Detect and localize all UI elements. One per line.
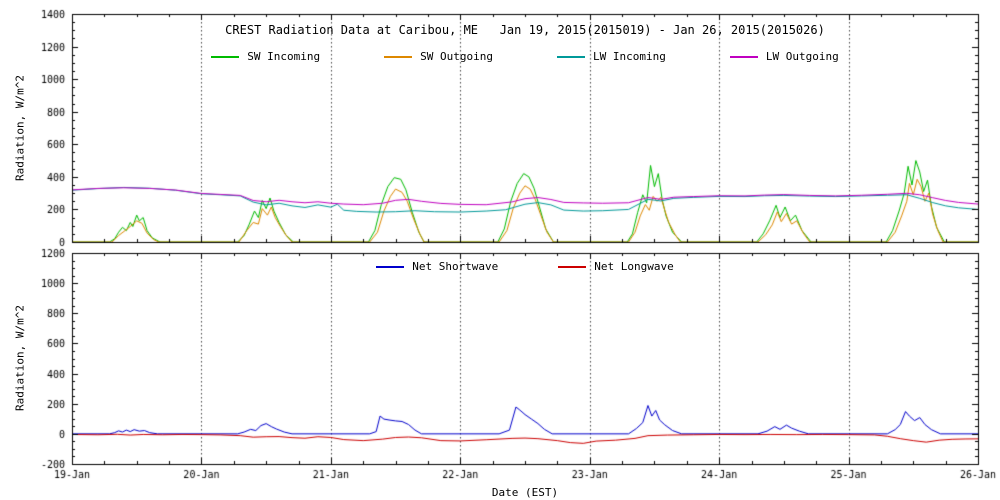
radiation-chart-figure: CREST Radiation Data at Caribou, ME Jan … [0, 0, 1000, 500]
plot-canvas [0, 0, 1000, 500]
